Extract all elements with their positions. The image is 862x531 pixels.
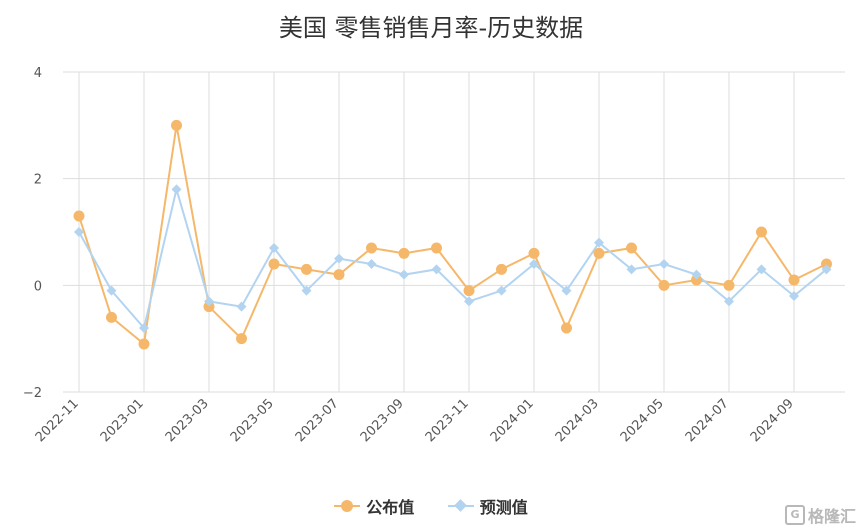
data-point-forecast [691, 269, 702, 280]
data-point-forecast [301, 285, 312, 296]
data-point-forecast [529, 259, 539, 269]
legend: 公布值 预测值 [0, 494, 862, 518]
data-point-published [106, 311, 117, 323]
data-point-published [73, 210, 85, 222]
y-tick-label: −2 [23, 386, 42, 401]
data-point-published [528, 247, 540, 259]
data-point-forecast [561, 285, 572, 296]
watermark-logo: G 格隆汇 [784, 503, 856, 527]
legend-label-forecast: 预测值 [479, 498, 528, 517]
series-line-0 [78, 125, 827, 346]
data-point-published [203, 301, 215, 313]
data-point-published [138, 338, 150, 350]
data-point-forecast [431, 264, 442, 275]
data-point-forecast [139, 323, 149, 333]
data-point-forecast [789, 291, 799, 301]
data-point-published [756, 226, 767, 238]
data-point-forecast [464, 296, 474, 307]
data-point-published [398, 247, 410, 259]
data-point-published [593, 247, 605, 259]
data-point-published [171, 119, 182, 131]
data-point-published [431, 242, 442, 254]
y-tick-label: 4 [34, 66, 42, 81]
data-point-forecast [626, 264, 637, 275]
watermark-text: 格隆汇 [807, 507, 856, 526]
data-point-published [236, 333, 247, 345]
data-point-forecast [269, 243, 279, 253]
x-tick-label: 2024-07 [683, 396, 732, 445]
data-point-published [496, 263, 507, 275]
data-point-forecast [594, 237, 604, 248]
data-point-published [366, 242, 377, 254]
chart-title: 美国 零售销售月率-历史数据 [278, 14, 584, 42]
x-tick-label: 2023-07 [293, 396, 342, 445]
data-point-forecast [74, 227, 84, 237]
data-point-forecast [366, 259, 377, 269]
legend-label-published: 公布值 [366, 498, 415, 517]
x-tick-label: 2023-11 [423, 396, 472, 445]
x-tick-label: 2024-01 [488, 396, 537, 445]
x-tick-label: 2024-09 [748, 396, 797, 445]
data-point-forecast [236, 301, 247, 312]
data-point-forecast [659, 259, 669, 269]
data-point-forecast [756, 264, 767, 275]
y-tick-label: 0 [34, 279, 42, 294]
data-point-published [821, 258, 832, 270]
data-point-forecast [204, 296, 214, 307]
data-point-forecast [724, 296, 734, 307]
data-point-published [268, 258, 280, 270]
data-point-forecast [821, 264, 832, 275]
x-tick-label: 2022-11 [33, 396, 82, 445]
x-tick-label: 2024-03 [553, 396, 602, 445]
series-layer [73, 119, 832, 350]
legend-swatch-published-icon [334, 499, 361, 513]
data-point-published [301, 263, 312, 275]
legend-swatch-forecast-icon [447, 499, 474, 513]
data-point-forecast [171, 184, 182, 195]
data-point-forecast [334, 253, 344, 264]
data-point-published [788, 274, 800, 286]
data-point-published [626, 242, 637, 254]
legend-item-published[interactable]: 公布值 [334, 494, 414, 518]
y-tick-label: 2 [34, 173, 42, 188]
x-tick-label: 2023-05 [228, 396, 277, 445]
data-point-published [561, 322, 572, 334]
x-tick-label: 2023-09 [358, 396, 407, 445]
data-point-forecast [106, 285, 117, 296]
x-tick-label: 2024-05 [618, 396, 667, 445]
data-point-forecast [496, 285, 507, 296]
data-point-published [691, 274, 702, 286]
watermark-icon: G [784, 505, 805, 525]
data-point-published [658, 279, 670, 291]
x-tick-label: 2023-01 [98, 396, 147, 445]
data-point-published [463, 285, 475, 297]
data-point-published [723, 279, 735, 291]
grid-layer [63, 71, 845, 393]
data-point-forecast [399, 269, 409, 280]
legend-item-forecast[interactable]: 预测值 [447, 494, 528, 518]
x-tick-label: 2023-03 [163, 396, 212, 445]
data-point-published [333, 269, 345, 281]
